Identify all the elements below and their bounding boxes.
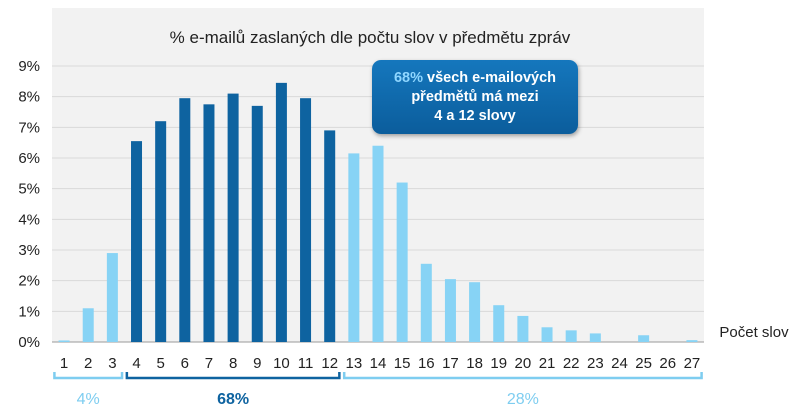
x-tick-label: 13 bbox=[346, 355, 363, 372]
callout-line-1-text: všech e-mailových bbox=[423, 70, 557, 86]
x-tick-label: 1 bbox=[60, 355, 68, 372]
bar bbox=[179, 98, 191, 342]
annotation-callout: 68% všech e-mailových předmětů má mezi 4… bbox=[372, 60, 578, 134]
bar bbox=[589, 333, 601, 342]
x-tick-label: 26 bbox=[659, 355, 676, 372]
bar bbox=[155, 121, 167, 342]
bar bbox=[82, 308, 94, 342]
x-tick-labels: 1 2 3 4 5 6 7 8 9 10 11 12 13 14 15 16 17 18 19 20 21 22 23 24 2… bbox=[60, 355, 700, 372]
callout-line-2: předmětů má mezi bbox=[411, 89, 539, 105]
callout-line-3: 4 a 12 slovy bbox=[434, 108, 516, 124]
group-percent-label: 68% bbox=[217, 391, 249, 408]
group-bracket bbox=[125, 372, 341, 380]
bar bbox=[469, 282, 481, 342]
bar bbox=[638, 335, 650, 342]
x-tick-label: 27 bbox=[684, 355, 701, 372]
x-tick-label: 17 bbox=[442, 355, 459, 372]
y-tick-label: 4% bbox=[18, 211, 40, 228]
y-tick-label: 1% bbox=[18, 303, 40, 320]
group-bracket bbox=[342, 372, 703, 380]
bar bbox=[58, 340, 70, 342]
y-tick-label: 5% bbox=[18, 181, 40, 198]
bar bbox=[251, 105, 263, 342]
x-tick-label: 8 bbox=[229, 355, 237, 372]
bar bbox=[106, 253, 118, 342]
x-tick-label: 14 bbox=[370, 355, 387, 372]
bars bbox=[58, 82, 698, 342]
group-percent-label: 28% bbox=[507, 391, 539, 408]
x-tick-label: 19 bbox=[490, 355, 507, 372]
x-tick-label: 24 bbox=[611, 355, 628, 372]
x-tick-label: 6 bbox=[181, 355, 189, 372]
bar bbox=[275, 82, 287, 342]
x-tick-label: 21 bbox=[539, 355, 556, 372]
x-tick-label: 15 bbox=[394, 355, 411, 372]
group-bracket bbox=[53, 372, 124, 380]
bar bbox=[420, 263, 432, 342]
x-tick-label: 23 bbox=[587, 355, 604, 372]
callout-line-1: 68% všech e-mailových bbox=[372, 69, 578, 88]
y-tick-labels: 0% 1% 2% 3% 4% 5% 6% 7% 8% 9% bbox=[18, 58, 40, 351]
bar bbox=[372, 145, 384, 342]
bar bbox=[444, 279, 456, 342]
x-tick-label: 9 bbox=[253, 355, 261, 372]
bar bbox=[541, 327, 553, 342]
bar bbox=[493, 305, 505, 342]
x-tick-label: 25 bbox=[635, 355, 652, 372]
y-tick-label: 9% bbox=[18, 58, 40, 75]
y-tick-label: 2% bbox=[18, 273, 40, 290]
x-tick-label: 4 bbox=[132, 355, 140, 372]
group-percent-label: 4% bbox=[77, 391, 100, 408]
bar bbox=[396, 182, 408, 342]
bar bbox=[686, 340, 698, 342]
y-tick-label: 0% bbox=[18, 334, 40, 351]
x-tick-label: 20 bbox=[515, 355, 532, 372]
bar bbox=[227, 93, 239, 342]
bar bbox=[203, 104, 215, 342]
bar bbox=[300, 98, 312, 342]
group-brackets: 4% 68% 28% bbox=[53, 372, 703, 408]
x-tick-label: 3 bbox=[108, 355, 116, 372]
x-tick-label: 18 bbox=[466, 355, 483, 372]
x-tick-label: 2 bbox=[84, 355, 92, 372]
chart-title: % e-mailů zaslaných dle počtu slov v pře… bbox=[170, 28, 571, 47]
x-tick-label: 10 bbox=[273, 355, 290, 372]
bar bbox=[348, 153, 360, 342]
y-tick-label: 8% bbox=[18, 89, 40, 106]
y-tick-label: 6% bbox=[18, 150, 40, 167]
bar bbox=[517, 315, 529, 342]
x-tick-label: 7 bbox=[205, 355, 213, 372]
y-tick-label: 7% bbox=[18, 119, 40, 136]
x-tick-label: 22 bbox=[563, 355, 580, 372]
bar bbox=[565, 330, 577, 342]
callout-highlight-value: 68% bbox=[393, 70, 424, 86]
y-tick-label: 3% bbox=[18, 242, 40, 259]
x-tick-label: 5 bbox=[156, 355, 164, 372]
x-tick-label: 12 bbox=[321, 355, 338, 372]
x-tick-label: 16 bbox=[418, 355, 435, 372]
x-axis-label: Počet slov bbox=[719, 324, 789, 341]
bar bbox=[324, 130, 336, 342]
bar bbox=[131, 141, 143, 342]
x-tick-label: 11 bbox=[298, 355, 314, 372]
